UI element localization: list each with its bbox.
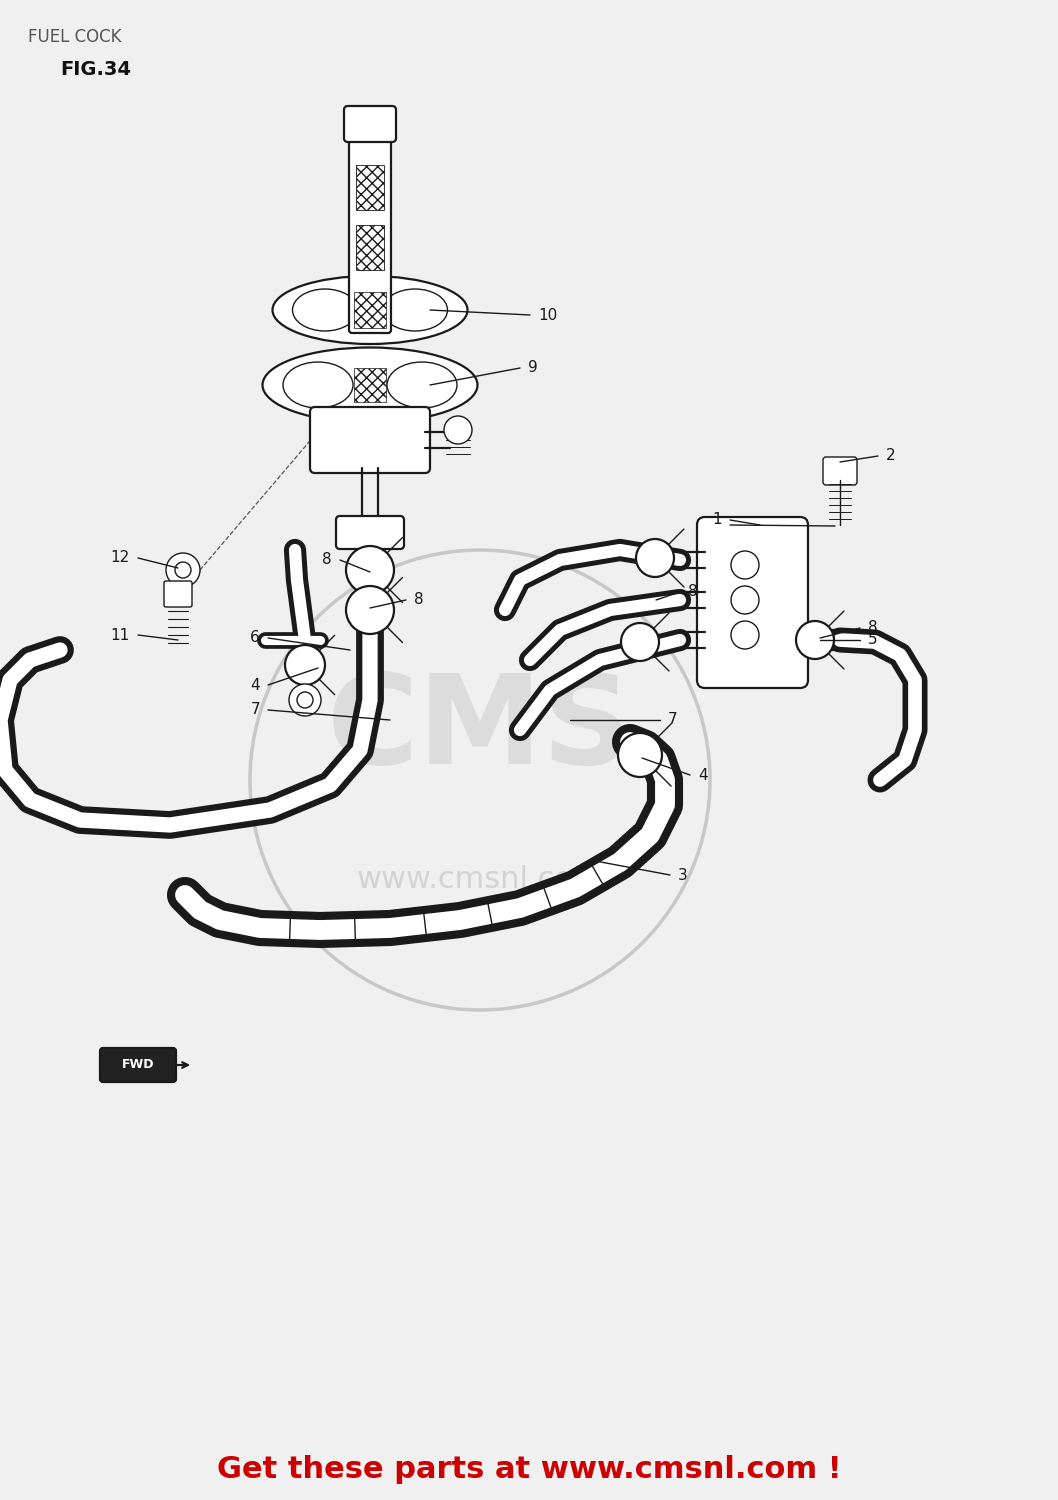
Text: 8: 8 (414, 592, 423, 608)
Text: 8: 8 (688, 585, 697, 600)
Text: 3: 3 (678, 867, 688, 882)
Ellipse shape (262, 348, 477, 423)
FancyBboxPatch shape (336, 516, 404, 549)
Text: 12: 12 (111, 550, 130, 566)
Circle shape (346, 546, 394, 594)
Text: 9: 9 (528, 360, 537, 375)
Ellipse shape (282, 362, 353, 408)
Text: FUEL COCK: FUEL COCK (28, 28, 122, 46)
FancyBboxPatch shape (355, 225, 384, 270)
FancyBboxPatch shape (697, 518, 808, 688)
Circle shape (289, 684, 321, 716)
FancyBboxPatch shape (823, 458, 857, 484)
FancyBboxPatch shape (344, 106, 396, 142)
Text: FIG.34: FIG.34 (60, 60, 131, 80)
Ellipse shape (383, 290, 448, 332)
Circle shape (636, 538, 674, 578)
Circle shape (175, 562, 191, 578)
Circle shape (346, 586, 394, 634)
Text: 1: 1 (712, 513, 722, 528)
Text: 10: 10 (539, 308, 558, 322)
Ellipse shape (292, 290, 358, 332)
FancyBboxPatch shape (164, 580, 191, 608)
Text: 8: 8 (868, 621, 878, 636)
Circle shape (796, 621, 834, 658)
Circle shape (444, 416, 472, 444)
Text: 5: 5 (868, 633, 878, 648)
FancyBboxPatch shape (354, 292, 386, 328)
FancyBboxPatch shape (354, 368, 386, 402)
Text: 6: 6 (251, 630, 260, 645)
FancyBboxPatch shape (355, 165, 384, 210)
Text: Get these parts at www.cmsnl.com !: Get these parts at www.cmsnl.com ! (217, 1455, 841, 1485)
Text: 11: 11 (111, 627, 130, 642)
Text: 7: 7 (668, 712, 677, 728)
Text: 4: 4 (251, 678, 260, 693)
Circle shape (621, 622, 659, 662)
Circle shape (731, 586, 759, 613)
FancyBboxPatch shape (349, 112, 391, 333)
FancyBboxPatch shape (310, 406, 430, 472)
Circle shape (731, 621, 759, 650)
Text: www.cmsnl.com: www.cmsnl.com (357, 865, 603, 894)
Ellipse shape (273, 276, 468, 344)
Circle shape (166, 554, 200, 586)
Circle shape (285, 645, 325, 686)
Text: FWD: FWD (122, 1059, 154, 1071)
Text: CMS: CMS (327, 669, 633, 790)
Ellipse shape (387, 362, 457, 408)
Circle shape (731, 550, 759, 579)
Text: 2: 2 (886, 448, 896, 464)
Circle shape (618, 734, 662, 777)
Circle shape (297, 692, 313, 708)
Text: 4: 4 (698, 768, 708, 783)
FancyBboxPatch shape (101, 1048, 176, 1082)
Text: 8: 8 (323, 552, 332, 567)
Text: 7: 7 (251, 702, 260, 717)
